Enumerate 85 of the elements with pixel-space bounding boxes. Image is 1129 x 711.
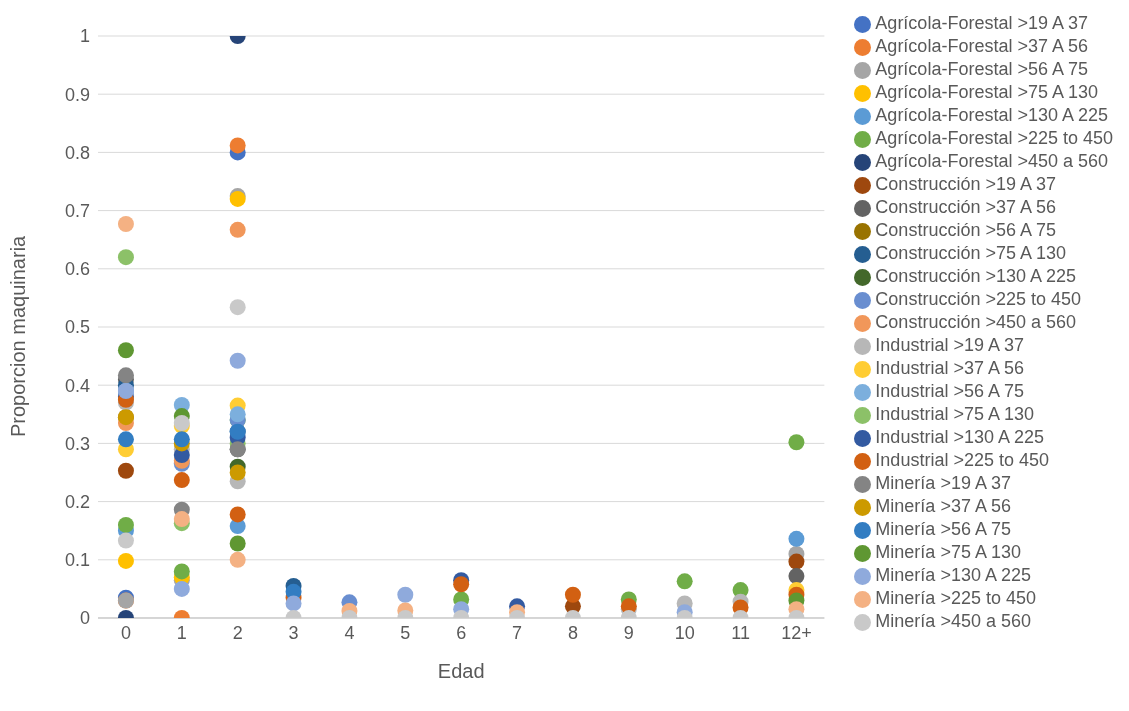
point bbox=[117, 342, 134, 359]
legend-label: Minería >56 A 75 bbox=[875, 519, 1011, 539]
y-tick-label: 0.7 bbox=[64, 200, 90, 221]
point bbox=[117, 215, 134, 232]
legend-label: Agrícola-Forestal >75 A 130 bbox=[875, 82, 1098, 102]
x-tick-label: 12+ bbox=[781, 622, 812, 643]
legend-label: Agrícola-Forestal >19 A 37 bbox=[875, 13, 1088, 33]
point bbox=[173, 511, 190, 528]
y-tick-label: 0.9 bbox=[64, 84, 90, 105]
x-tick-label: 3 bbox=[288, 622, 299, 643]
x-tick-label: 2 bbox=[232, 622, 243, 643]
point bbox=[788, 553, 805, 570]
point bbox=[676, 573, 693, 590]
point bbox=[117, 532, 134, 549]
x-tick-label: 4 bbox=[344, 622, 355, 643]
legend-label: Agrícola-Forestal >37 A 56 bbox=[875, 36, 1088, 56]
x-tick-label: 6 bbox=[456, 622, 467, 643]
point bbox=[117, 249, 134, 266]
point bbox=[117, 552, 134, 569]
legend-label: Construcción >130 A 225 bbox=[875, 266, 1077, 286]
x-axis-title: Edad bbox=[437, 660, 485, 682]
legend-label: Industrial >75 A 130 bbox=[875, 404, 1034, 424]
point bbox=[229, 299, 246, 316]
y-tick-label: 1 bbox=[79, 26, 90, 47]
point bbox=[285, 595, 302, 612]
legend-label: Industrial >37 A 56 bbox=[875, 358, 1024, 378]
x-tick-label: 0 bbox=[120, 622, 131, 643]
legend-label: Agrícola-Forestal >56 A 75 bbox=[875, 59, 1088, 79]
point bbox=[229, 535, 246, 552]
y-tick-label: 0.1 bbox=[64, 550, 90, 571]
y-tick-label: 0.2 bbox=[64, 491, 90, 512]
y-tick-label: 0.4 bbox=[64, 375, 90, 396]
x-tick-label: 11 bbox=[731, 622, 750, 643]
x-tick-label: 10 bbox=[674, 622, 695, 643]
point bbox=[173, 563, 190, 580]
point bbox=[117, 367, 134, 384]
legend-label: Construcción >56 A 75 bbox=[875, 220, 1056, 240]
legend-label: Agrícola-Forestal >130 A 225 bbox=[875, 105, 1109, 125]
point bbox=[173, 580, 190, 597]
legend-label: Agrícola-Forestal >225 to 450 bbox=[875, 128, 1113, 148]
point bbox=[788, 530, 805, 547]
y-tick-label: 0.8 bbox=[64, 142, 90, 163]
point bbox=[788, 434, 805, 451]
legend-label: Minería >130 A 225 bbox=[875, 565, 1031, 585]
point bbox=[229, 352, 246, 369]
legend-label: Construcción >225 to 450 bbox=[875, 289, 1081, 309]
point bbox=[229, 506, 246, 523]
point bbox=[564, 586, 581, 603]
point bbox=[453, 576, 470, 593]
legend-label: Construcción >450 a 560 bbox=[875, 312, 1076, 332]
legend-label: Industrial >225 to 450 bbox=[875, 450, 1049, 470]
legend-label: Construcción >19 A 37 bbox=[875, 174, 1056, 194]
legend-label: Industrial >130 A 225 bbox=[875, 427, 1044, 447]
point bbox=[173, 472, 190, 489]
legend-label: Minería >450 a 560 bbox=[875, 611, 1031, 631]
x-tick-label: 8 bbox=[567, 622, 578, 643]
legend-label: Industrial >19 A 37 bbox=[875, 335, 1024, 355]
point bbox=[229, 221, 246, 238]
legend-label: Minería >75 A 130 bbox=[875, 542, 1021, 562]
x-tick-label: 1 bbox=[176, 622, 187, 643]
point bbox=[229, 406, 246, 423]
x-tick-label: 9 bbox=[623, 622, 634, 643]
legend-label: Construcción >37 A 56 bbox=[875, 197, 1056, 217]
point bbox=[229, 551, 246, 568]
legend-label: Construcción >75 A 130 bbox=[875, 243, 1066, 263]
x-tick-label: 5 bbox=[400, 622, 411, 643]
point bbox=[788, 568, 805, 585]
point bbox=[173, 431, 190, 448]
y-tick-label: 0.5 bbox=[64, 317, 90, 338]
point bbox=[117, 431, 134, 448]
y-tick-label: 0 bbox=[79, 608, 90, 629]
legend-label: Minería >225 to 450 bbox=[875, 588, 1036, 608]
legend-label: Industrial >56 A 75 bbox=[875, 381, 1024, 401]
legend-label: Agrícola-Forestal >450 a 560 bbox=[875, 151, 1108, 171]
y-axis-title: Proporcion maquinaria bbox=[7, 234, 30, 437]
legend-label: Minería >19 A 37 bbox=[875, 473, 1011, 493]
point bbox=[117, 462, 134, 479]
point bbox=[229, 464, 246, 481]
y-tick-label: 0.3 bbox=[64, 433, 90, 454]
y-tick-label: 0.6 bbox=[64, 259, 90, 280]
point bbox=[229, 137, 246, 154]
legend-label: Minería >37 A 56 bbox=[875, 496, 1011, 516]
point bbox=[397, 586, 414, 603]
point bbox=[117, 516, 134, 533]
x-tick-label: 7 bbox=[512, 622, 523, 643]
